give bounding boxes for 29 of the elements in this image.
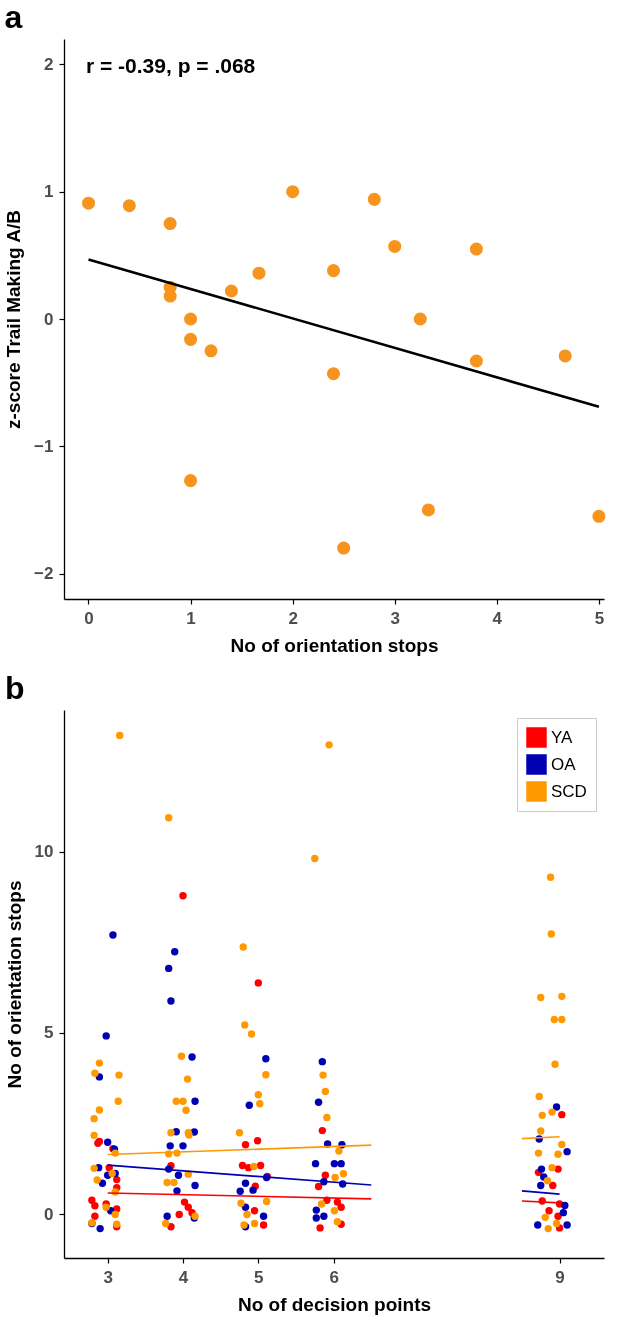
x-tick-label: 9 — [555, 1267, 565, 1287]
y-tick-label: −1 — [34, 436, 54, 456]
legend-label: YA — [551, 727, 574, 747]
legend-label: OA — [551, 754, 577, 774]
x-axis-title: No of orientation stops — [230, 634, 439, 656]
x-tick-label: 2 — [288, 608, 298, 628]
y-tick-label: 2 — [44, 54, 54, 74]
chart-title: b — [5, 670, 25, 706]
x-tick-label: 5 — [594, 608, 605, 628]
y-tick-label: 1 — [44, 182, 54, 202]
y-tick-label: −2 — [34, 564, 54, 584]
x-tick-label: 6 — [329, 1267, 339, 1287]
annotation: r = -0.39, p = .068 — [86, 54, 256, 77]
x-tick-label: 4 — [178, 1267, 189, 1287]
y-axis-title: z-score Trail Making A/B — [3, 210, 25, 429]
x-tick-label: 3 — [103, 1267, 113, 1287]
x-axis-title: No of decision points — [237, 1293, 432, 1315]
y-tick-label: 5 — [44, 1023, 54, 1043]
x-tick-label: 5 — [254, 1267, 264, 1287]
x-tick-label: 0 — [84, 608, 94, 628]
y-tick-label: 0 — [44, 309, 54, 329]
y-axis-title: No of orientation stops — [3, 880, 25, 1089]
x-tick-label: 3 — [390, 608, 400, 628]
legend-label: SCD — [551, 781, 587, 801]
x-tick-label: 4 — [492, 608, 503, 628]
y-tick-label: 0 — [44, 1204, 54, 1224]
y-tick-label: 10 — [34, 842, 54, 862]
chart-title: a — [4, 0, 23, 35]
x-tick-label: 1 — [186, 608, 196, 628]
